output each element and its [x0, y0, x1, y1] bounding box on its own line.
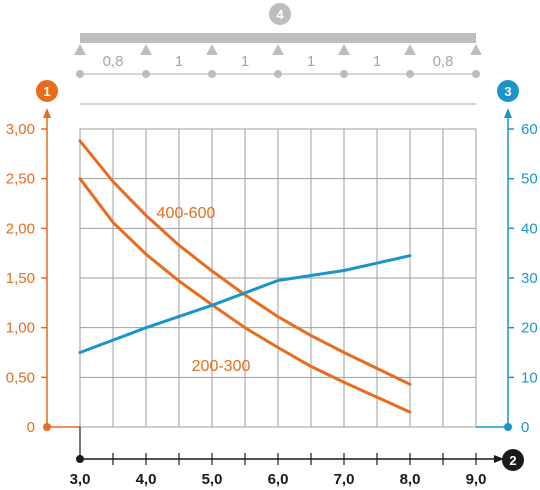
x-tick-label: 5,0 — [202, 471, 223, 488]
x-tick-label: 6,0 — [268, 471, 289, 488]
marker-4-circle — [269, 3, 291, 25]
right-tick-label: 60 — [521, 121, 538, 138]
x-tick-label: 7,0 — [334, 471, 355, 488]
left-tick-label: 2,00 — [6, 220, 35, 237]
x-axis: 2 3,0 4,0 5,0 6,0 7,0 8,0 9,0 — [70, 427, 524, 488]
right-tick-label: 20 — [521, 320, 538, 337]
left-tick-label: 2,50 — [6, 171, 35, 188]
left-axis: 1 0 0,50 1,00 1,50 2,00 2,50 3,00 — [6, 80, 80, 436]
support-triangle — [206, 44, 218, 55]
support-dot — [406, 70, 414, 78]
support-dot — [208, 70, 216, 78]
marker-4-label: 4 — [276, 7, 284, 22]
marker-1-label: 1 — [43, 84, 50, 99]
support-triangle — [74, 44, 86, 55]
span-label: 1 — [175, 53, 183, 70]
left-tick-label: 0 — [27, 419, 35, 436]
left-tick-label: 1,50 — [6, 270, 35, 287]
right-tick-label: 50 — [521, 171, 538, 188]
marker-1-circle — [36, 80, 58, 102]
left-axis-origin-dot — [43, 423, 51, 431]
support-triangle — [272, 44, 284, 55]
series-label-200-300: 200-300 — [192, 358, 251, 375]
marker-3-label: 3 — [504, 84, 511, 99]
span-label: 1 — [307, 53, 315, 70]
grid — [79, 128, 477, 428]
right-axis-origin-dot — [504, 423, 512, 431]
support-dot — [472, 70, 480, 78]
right-axis: 3 0 10 20 30 40 50 60 — [476, 80, 538, 436]
x-tick-label: 8,0 — [400, 471, 421, 488]
x-tick-label: 4,0 — [136, 471, 157, 488]
right-tick-label: 40 — [521, 220, 538, 237]
right-tick-label: 10 — [521, 369, 538, 386]
series-layer — [78, 139, 412, 414]
series-line-400-600 — [78, 139, 412, 386]
marker-2-circle — [502, 449, 524, 471]
span-label: 0,8 — [103, 53, 124, 70]
marker-2-label: 2 — [509, 453, 516, 468]
span-label: 0,8 — [433, 53, 454, 70]
support-triangle — [404, 44, 416, 55]
series-label-400-600: 400-600 — [157, 205, 216, 222]
x-axis-arrow — [494, 455, 504, 463]
span-label: 1 — [373, 53, 381, 70]
right-tick-label: 0 — [521, 419, 529, 436]
left-tick-label: 1,00 — [6, 320, 35, 337]
right-tick-label: 30 — [521, 270, 538, 287]
left-axis-arrow — [43, 108, 51, 118]
support-dot — [274, 70, 282, 78]
x-tick-label: 9,0 — [466, 471, 487, 488]
marker-3-circle — [497, 80, 519, 102]
series-line-blue — [78, 254, 412, 354]
left-tick-label: 3,00 — [6, 121, 35, 138]
span-label: 1 — [241, 53, 249, 70]
support-triangle — [470, 44, 482, 55]
left-tick-label: 0,50 — [6, 369, 35, 386]
span-diagram: 0,8 1 1 1 1 0,8 4 — [74, 3, 482, 105]
support-triangle — [140, 44, 152, 55]
support-triangle — [338, 44, 350, 55]
support-dot — [142, 70, 150, 78]
right-axis-arrow — [504, 108, 512, 118]
x-axis-origin-dot — [76, 455, 84, 463]
support-dot — [76, 70, 84, 78]
series-line-200-300 — [78, 177, 412, 414]
x-tick-label: 3,0 — [70, 471, 91, 488]
beam-bar — [80, 33, 476, 43]
support-dot — [340, 70, 348, 78]
